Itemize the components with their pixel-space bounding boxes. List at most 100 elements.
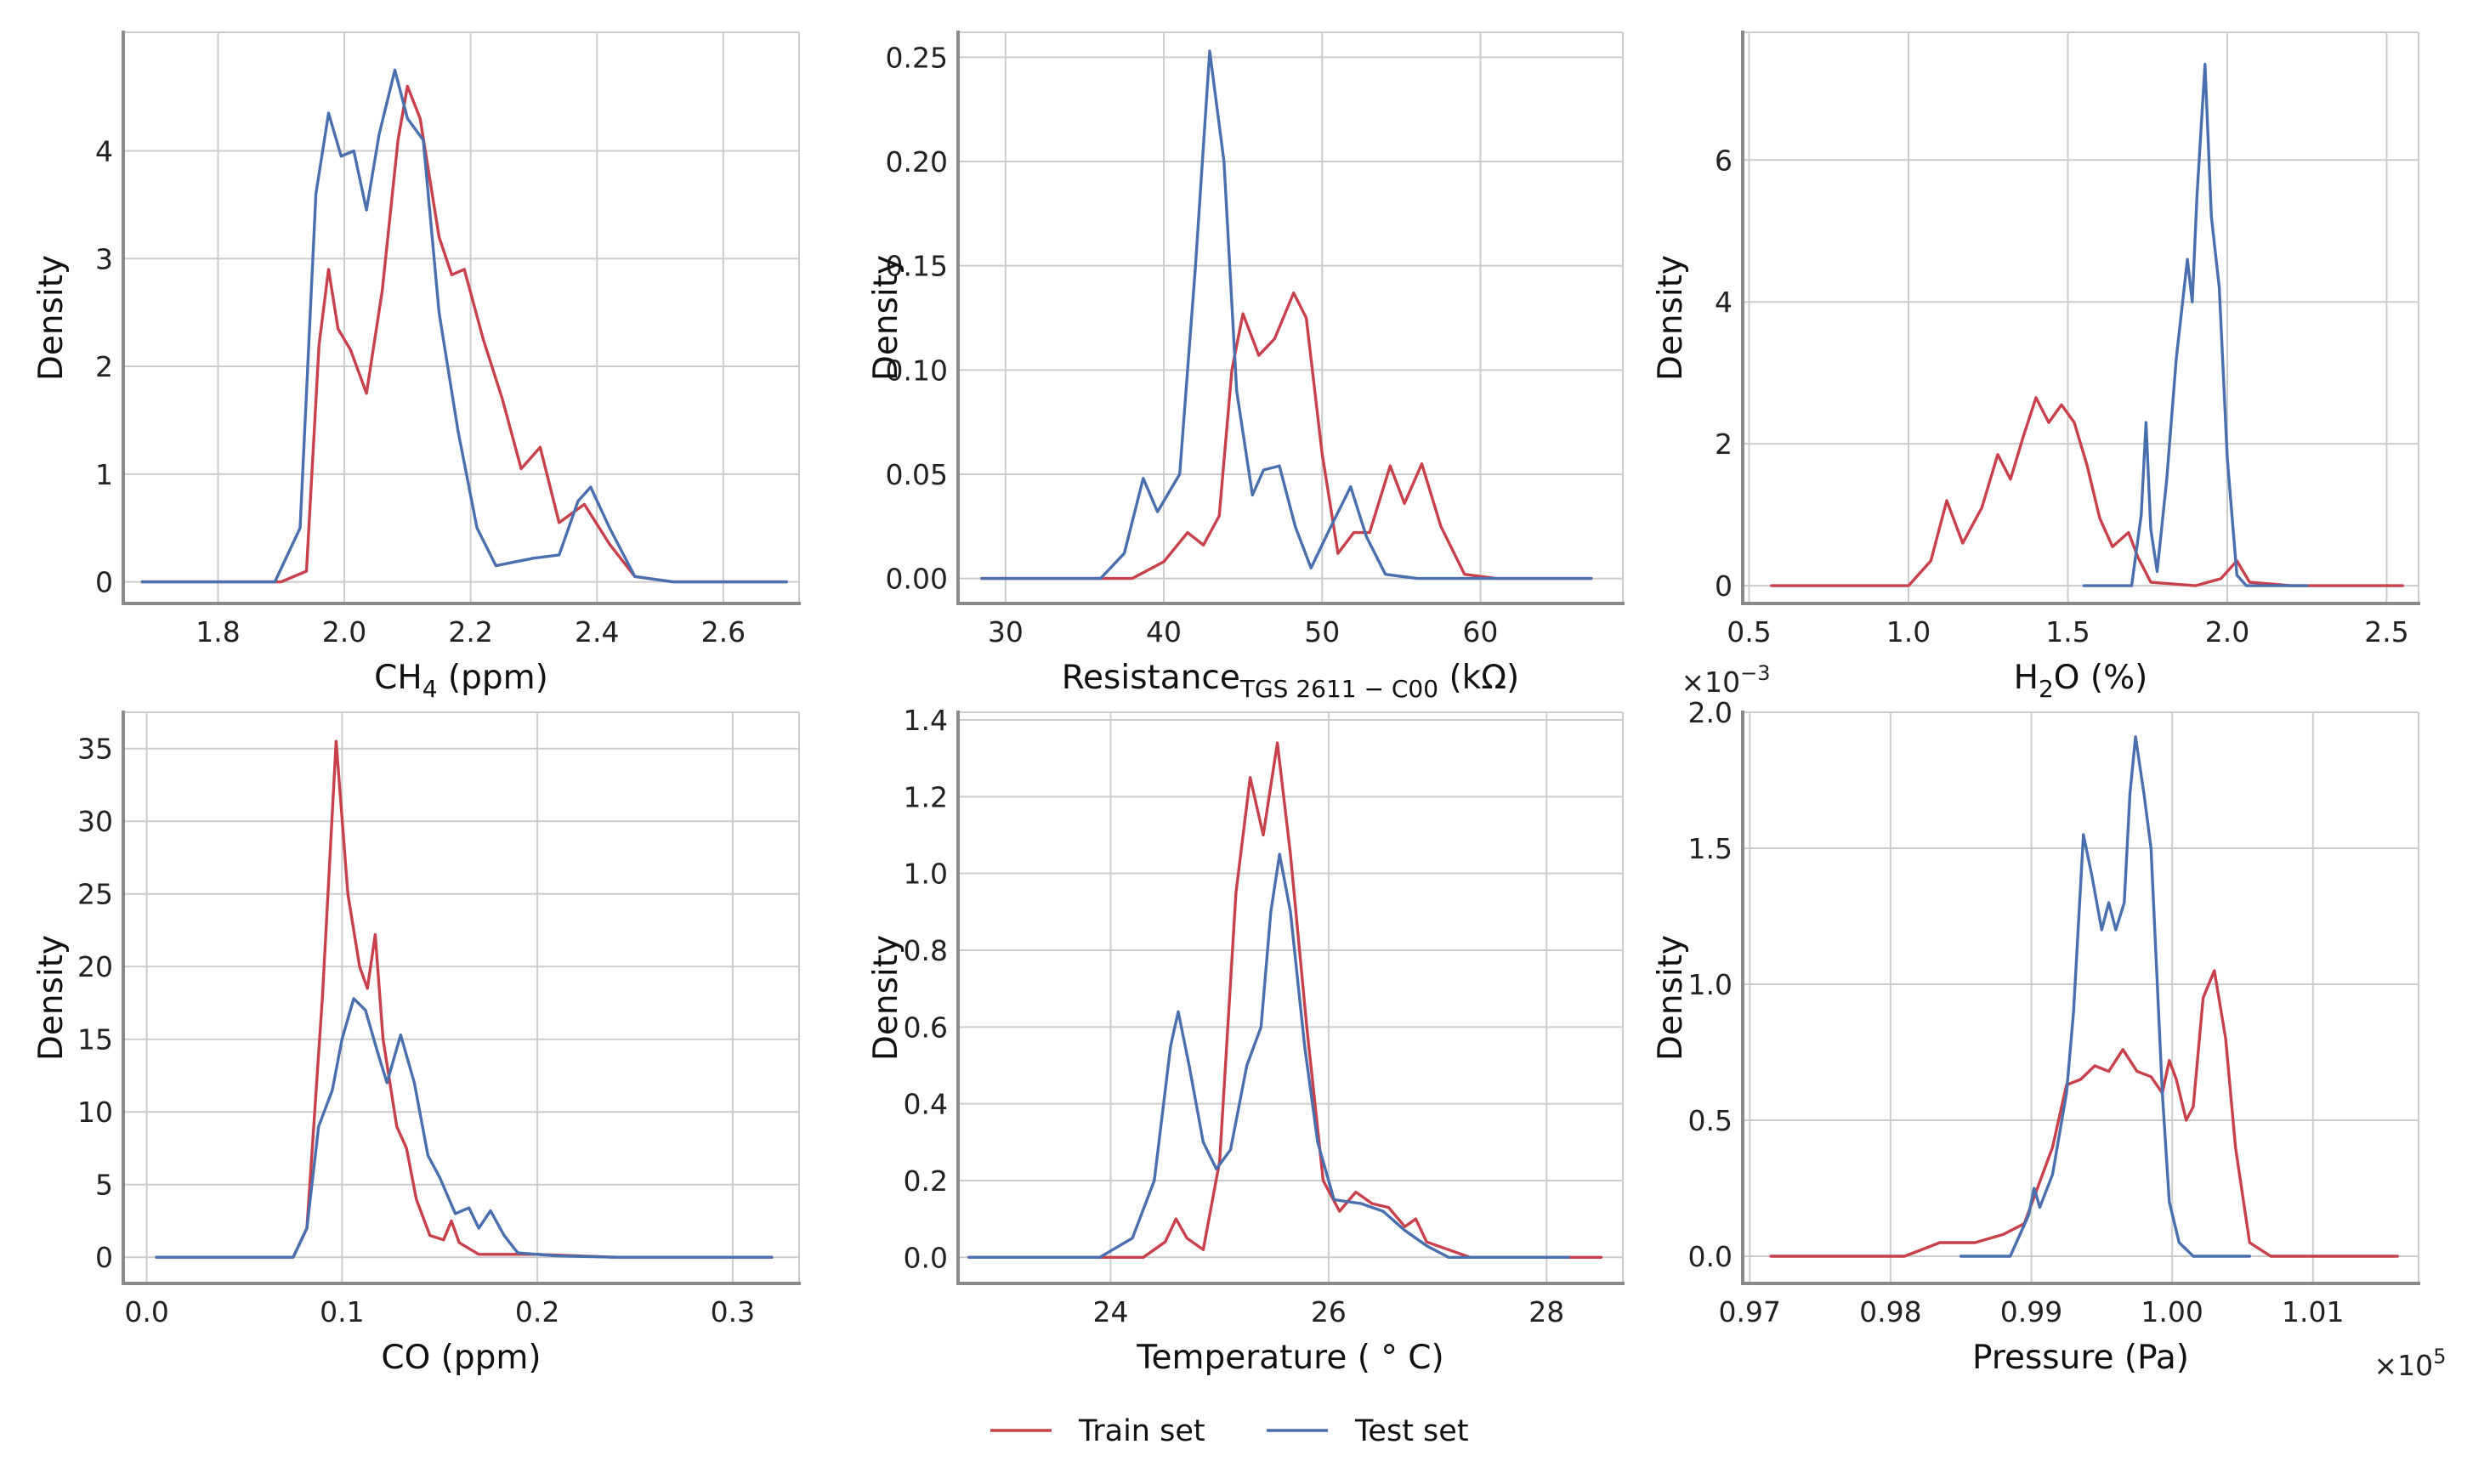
y-tick-label: 0	[95, 1241, 113, 1274]
y-tick-label: 15	[77, 1023, 113, 1056]
y-tick-label: 0.15	[886, 250, 948, 283]
x-axis-label: Temperature ( ° C)	[1136, 1339, 1443, 1377]
y-tick-label: 1.2	[904, 780, 948, 813]
y-tick-label: 0.8	[904, 934, 948, 967]
train-set-density-line	[967, 741, 1603, 1259]
y-tick-label: 0.25	[886, 41, 948, 74]
y-axis-label: Density	[867, 935, 905, 1061]
x-tick-label: 0.1	[320, 1295, 364, 1328]
y-tick-label: 0.2	[904, 1164, 948, 1198]
y-tick-label: 0.6	[904, 1011, 948, 1044]
y-axis-label: Density	[1652, 255, 1690, 381]
y-tick-label: 4	[95, 134, 113, 167]
y-tick-label: 2	[1715, 428, 1733, 461]
y-tick-label: 0.0	[1688, 1240, 1733, 1273]
legend: Train set Test set	[990, 1414, 1469, 1448]
y-tick-label: 1.0	[904, 858, 948, 891]
y-axis-label: Density	[32, 935, 71, 1061]
y-tick-label: 1.5	[1688, 832, 1733, 865]
train-set-density-line	[1769, 969, 2399, 1258]
y-tick-label: 0.20	[886, 145, 948, 178]
x-tick-label: 0.98	[1859, 1295, 1921, 1328]
subplot-2: 30 40 50 60 0.00 0.05 0.10 0.15 0.20 0.25 Density R…	[867, 31, 1625, 703]
y-tick-label: 1.0	[1688, 968, 1733, 1001]
y-tick-label: 6	[1715, 144, 1733, 177]
x-tick-label: 30	[988, 615, 1024, 649]
y-tick-label: 2.0	[1688, 696, 1733, 729]
x-tick-label: 60	[1462, 615, 1498, 649]
legend-label: Train set	[1078, 1414, 1205, 1448]
y-tick-label: 10	[77, 1096, 113, 1129]
y-tick-label: 0.0	[904, 1241, 948, 1274]
legend-item-train-set: Train set	[990, 1414, 1205, 1448]
y-tick-label: 2	[95, 350, 113, 383]
plot-area	[958, 712, 1623, 1283]
x-axis-label: CO (ppm)	[381, 1339, 541, 1377]
y-tick-label: 0.10	[886, 354, 948, 387]
y-axis-label: Density	[1652, 935, 1690, 1061]
legend-label: Test set	[1354, 1414, 1469, 1448]
x-tick-label: 0.5	[1727, 615, 1771, 649]
x-tick-label: 1.0	[1886, 615, 1931, 649]
y-tick-label: 30	[77, 805, 113, 838]
y-multiplier-label: ×10−3	[1681, 661, 1770, 699]
subplot-3: 0.5 1.0 1.5 2.0 2.5 0 2 4 6 Density H2O (%)	[1652, 31, 2420, 703]
test-set-density-line	[155, 997, 774, 1259]
y-tick-label: 4	[1715, 286, 1733, 319]
x-tick-label: 1.01	[2282, 1295, 2344, 1328]
y-tick-label: 35	[77, 733, 113, 766]
y-tick-label: 0.00	[886, 563, 948, 596]
y-tick-label: 20	[77, 950, 113, 983]
y-tick-label: 0.05	[886, 458, 948, 491]
x-tick-label: 40	[1146, 615, 1182, 649]
x-axis-label: ResistanceTGS 2611 − C00 (kΩ)	[1062, 659, 1520, 703]
x-axis-label: CH4 (ppm)	[374, 659, 548, 703]
subplot-5: 24 26 28 0.0 0.2 0.4 0.6 0.8 1.0 1.2 1.4 Density Tem…	[867, 704, 1625, 1377]
plot-area	[958, 32, 1623, 603]
y-tick-label: 0	[95, 566, 113, 599]
legend-item-test-set: Test set	[1267, 1414, 1469, 1448]
x-tick-label: 2.6	[701, 615, 746, 649]
x-tick-label: 1.8	[196, 615, 240, 649]
x-tick-label: 2.5	[2364, 615, 2408, 649]
test-set-density-line	[2082, 62, 2309, 587]
train-set-density-line	[1770, 396, 2404, 587]
y-tick-label: 3	[95, 242, 113, 275]
test-set-density-line	[980, 49, 1593, 581]
test-set-density-line	[1959, 735, 2251, 1258]
x-tick-label: 2.0	[2205, 615, 2249, 649]
x-tick-label: 50	[1304, 615, 1340, 649]
y-axis-label: Density	[867, 255, 905, 381]
x-tick-label: 0.3	[711, 1295, 755, 1328]
subplot-4: 0.0 0.1 0.2 0.3 0 5 10 15 20 25 30 35 Density CO (ppm…	[32, 711, 801, 1377]
plot-area	[1743, 32, 2419, 603]
y-tick-label: 1	[95, 458, 113, 491]
y-tick-label: 25	[77, 878, 113, 911]
x-tick-label: 0.2	[515, 1295, 559, 1328]
y-axis-label: Density	[32, 255, 71, 381]
x-tick-label: 24	[1092, 1295, 1128, 1328]
x-tick-label: 0.0	[124, 1295, 168, 1328]
x-tick-label: 26	[1311, 1295, 1347, 1328]
plot-area	[123, 32, 799, 603]
train-set-density-line	[980, 291, 1593, 581]
y-tick-label: 0.5	[1688, 1104, 1733, 1137]
x-tick-label: 1.00	[2141, 1295, 2203, 1328]
train-set-density-line	[155, 739, 774, 1259]
y-tick-label: 0	[1715, 569, 1733, 603]
x-tick-label: 2.4	[575, 615, 619, 649]
test-set-density-line	[140, 68, 788, 584]
subplot-6: 0.97 0.98 0.99 1.00 1.01 0.0 0.5 1.0 1.5 2.0 Densi…	[1652, 661, 2446, 1382]
subplot-1: 1.8 2.0 2.2 2.4 2.6 0 1 2 3 4 Density CH4 (ppm)	[32, 31, 801, 703]
x-tick-label: 0.97	[1719, 1295, 1781, 1328]
y-tick-label: 5	[95, 1169, 113, 1202]
train-set-density-line	[140, 84, 788, 584]
x-tick-label: 2.2	[448, 615, 492, 649]
x-tick-label: 0.99	[2000, 1295, 2062, 1328]
plot-area	[1743, 712, 2419, 1283]
y-tick-label: 0.4	[904, 1088, 948, 1121]
x-multiplier-label: ×105	[2374, 1345, 2447, 1382]
x-axis-label: H2O (%)	[2014, 659, 2148, 703]
